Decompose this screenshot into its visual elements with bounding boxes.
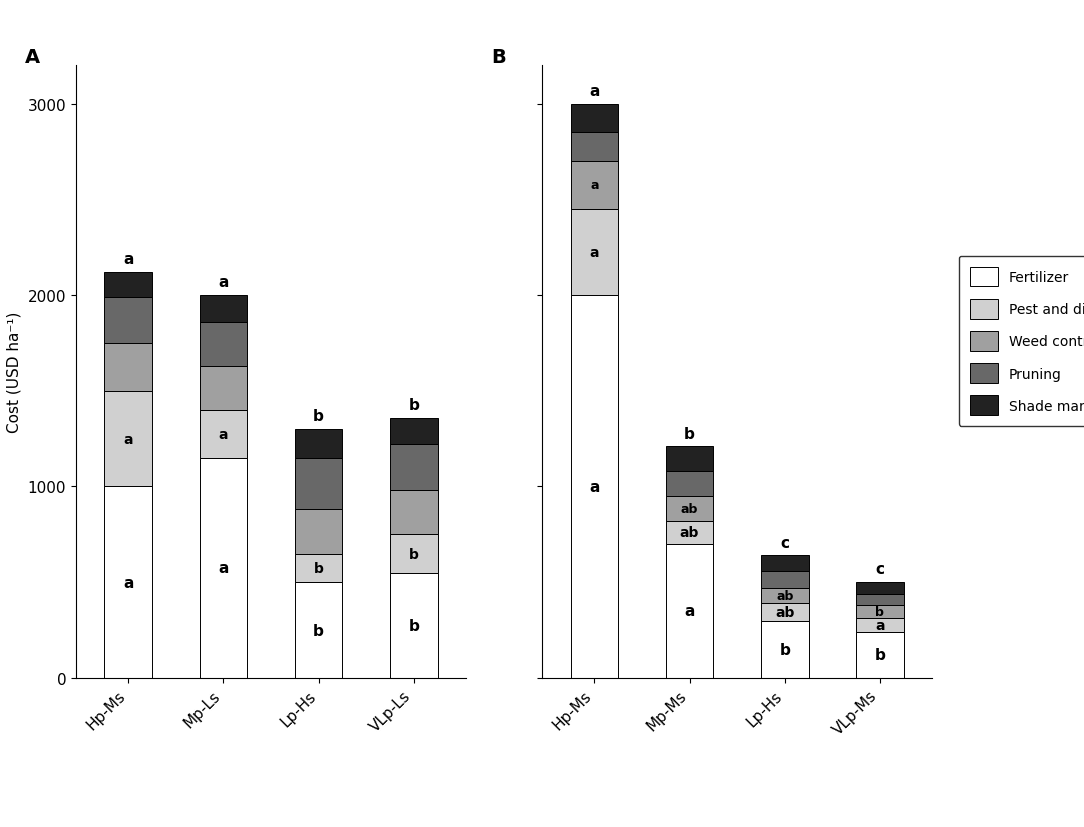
Bar: [570, 162, 618, 209]
Bar: [295, 509, 343, 554]
Text: a: a: [218, 275, 229, 290]
Bar: [295, 554, 343, 582]
Y-axis label: Cost (USD ha⁻¹): Cost (USD ha⁻¹): [7, 312, 22, 433]
Bar: [856, 594, 904, 605]
Text: b: b: [876, 605, 885, 618]
Bar: [295, 582, 343, 678]
Bar: [199, 458, 247, 678]
Text: a: a: [124, 252, 133, 267]
Text: b: b: [313, 623, 324, 638]
Text: a: a: [124, 432, 133, 446]
Bar: [104, 298, 152, 343]
Text: ab: ab: [775, 605, 795, 619]
Bar: [761, 604, 809, 621]
Bar: [390, 535, 438, 573]
Bar: [570, 209, 618, 296]
Bar: [761, 571, 809, 588]
Text: b: b: [684, 426, 695, 441]
Bar: [856, 632, 904, 678]
Text: c: c: [876, 562, 885, 576]
Text: b: b: [409, 547, 418, 561]
Bar: [104, 487, 152, 678]
Bar: [856, 605, 904, 618]
Text: ab: ab: [680, 526, 699, 540]
Bar: [295, 458, 343, 509]
Text: b: b: [313, 409, 324, 423]
Bar: [570, 133, 618, 162]
Bar: [390, 445, 438, 490]
Bar: [199, 410, 247, 458]
Bar: [570, 104, 618, 133]
Bar: [390, 490, 438, 535]
Text: a: a: [875, 618, 885, 632]
Bar: [199, 296, 247, 323]
Text: b: b: [779, 642, 790, 657]
Bar: [666, 521, 713, 544]
Text: b: b: [409, 397, 420, 413]
Bar: [390, 418, 438, 445]
Text: B: B: [491, 48, 506, 67]
Text: a: a: [219, 428, 228, 442]
Text: ab: ab: [681, 502, 698, 515]
Bar: [761, 556, 809, 571]
Bar: [104, 391, 152, 487]
Bar: [199, 323, 247, 366]
Text: A: A: [25, 48, 40, 67]
Text: a: a: [218, 561, 229, 576]
Bar: [666, 544, 713, 678]
Bar: [104, 343, 152, 391]
Text: a: a: [684, 604, 695, 619]
Bar: [856, 582, 904, 594]
Legend: Fertilizer, Pest and disease control, Weed control, Pruning, Shade management: Fertilizer, Pest and disease control, We…: [958, 256, 1084, 427]
Bar: [570, 296, 618, 678]
Text: a: a: [590, 84, 599, 98]
Bar: [666, 471, 713, 496]
Text: a: a: [590, 246, 599, 260]
Bar: [104, 273, 152, 298]
Text: ab: ab: [776, 590, 793, 602]
Text: a: a: [590, 480, 599, 495]
Bar: [666, 447, 713, 471]
Text: b: b: [875, 648, 886, 662]
Text: a: a: [590, 179, 598, 192]
Bar: [761, 621, 809, 678]
Bar: [666, 496, 713, 521]
Text: b: b: [409, 618, 420, 633]
Bar: [199, 366, 247, 410]
Text: c: c: [780, 535, 789, 550]
Bar: [856, 618, 904, 632]
Bar: [390, 573, 438, 678]
Bar: [295, 429, 343, 458]
Text: a: a: [124, 575, 133, 590]
Text: b: b: [313, 562, 323, 575]
Bar: [761, 588, 809, 604]
